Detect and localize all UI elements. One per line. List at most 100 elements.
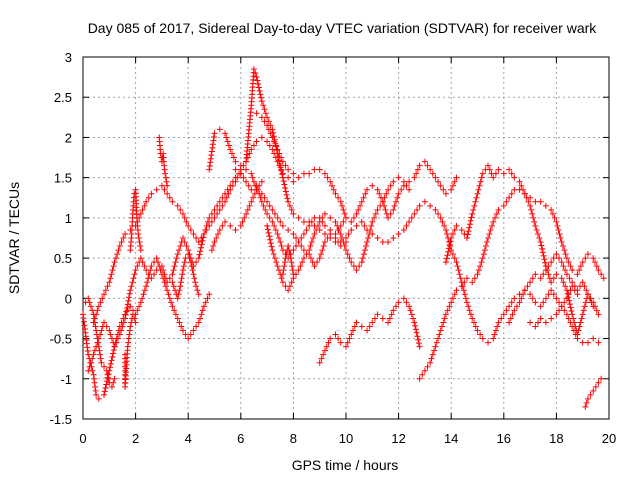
data-point xyxy=(403,222,410,229)
data-point xyxy=(164,190,171,197)
data-point xyxy=(190,230,197,237)
data-point xyxy=(94,307,101,314)
data-point xyxy=(161,271,168,278)
series-trace-g xyxy=(416,186,607,382)
data-point xyxy=(130,275,137,282)
data-point xyxy=(534,319,541,326)
data-point xyxy=(211,239,218,246)
data-point xyxy=(299,259,306,266)
data-point xyxy=(164,182,171,189)
data-point xyxy=(500,311,507,318)
data-point xyxy=(103,323,110,330)
data-point xyxy=(560,279,567,286)
data-point xyxy=(107,275,114,282)
data-point xyxy=(179,267,186,274)
data-point xyxy=(403,182,410,189)
data-point xyxy=(413,170,420,177)
data-point xyxy=(449,295,456,302)
data-point xyxy=(492,214,499,221)
data-point xyxy=(308,218,315,225)
data-point xyxy=(556,230,563,237)
data-point xyxy=(550,291,557,298)
data-point xyxy=(258,134,265,141)
data-point xyxy=(86,299,93,306)
data-point xyxy=(280,178,287,185)
data-point xyxy=(506,194,513,201)
data-point xyxy=(178,275,185,282)
data-point xyxy=(137,243,144,250)
data-point xyxy=(548,315,555,322)
data-point xyxy=(490,174,497,181)
data-point xyxy=(306,170,313,177)
data-point xyxy=(144,279,151,286)
data-point xyxy=(335,226,342,233)
data-point xyxy=(443,230,450,237)
data-point xyxy=(135,235,142,241)
data-point xyxy=(103,367,110,374)
data-point xyxy=(473,194,480,201)
data-point xyxy=(332,239,339,246)
data-point xyxy=(469,210,476,217)
data-point xyxy=(469,315,476,322)
data-point xyxy=(343,343,349,350)
data-point xyxy=(537,275,544,282)
data-point xyxy=(300,255,307,262)
data-point xyxy=(279,174,286,181)
data-point xyxy=(537,198,544,205)
data-point xyxy=(507,315,514,322)
y-tick-label: 2 xyxy=(65,130,72,145)
data-point xyxy=(351,323,358,330)
data-point xyxy=(550,255,557,262)
data-point xyxy=(330,186,337,193)
data-point xyxy=(300,247,307,254)
x-tick-label: 12 xyxy=(391,431,405,446)
data-point xyxy=(532,271,539,278)
data-point xyxy=(171,263,178,270)
data-point xyxy=(424,363,431,370)
data-point xyxy=(265,126,272,133)
data-point xyxy=(466,307,473,314)
x-tick-label: 0 xyxy=(79,431,86,446)
data-point xyxy=(255,84,262,91)
data-point xyxy=(590,387,597,394)
data-point xyxy=(400,178,407,185)
data-point xyxy=(200,303,207,310)
data-point xyxy=(104,283,111,290)
data-point xyxy=(141,202,148,209)
data-point xyxy=(407,307,414,314)
data-point xyxy=(101,388,108,395)
data-point xyxy=(277,239,284,246)
data-point xyxy=(99,295,106,302)
data-point xyxy=(444,252,451,259)
data-point xyxy=(341,243,348,250)
data-point xyxy=(193,323,200,330)
data-point xyxy=(445,245,452,252)
data-point xyxy=(513,303,520,310)
data-point xyxy=(275,235,282,241)
data-point xyxy=(542,259,549,266)
data-point xyxy=(198,241,205,248)
data-point xyxy=(361,222,368,229)
data-point xyxy=(249,174,256,181)
data-point xyxy=(178,323,185,330)
data-point xyxy=(555,226,562,233)
data-point xyxy=(206,166,213,173)
data-point xyxy=(232,226,239,233)
data-point xyxy=(576,323,583,330)
data-point xyxy=(197,315,204,322)
data-point xyxy=(511,174,518,181)
data-point xyxy=(310,235,317,241)
data-point xyxy=(227,186,234,193)
data-point xyxy=(237,222,244,229)
data-point xyxy=(537,239,544,246)
data-point xyxy=(574,331,581,338)
data-point xyxy=(582,255,589,262)
data-point xyxy=(272,154,279,161)
data-point xyxy=(321,239,328,246)
data-point xyxy=(447,238,454,245)
data-point xyxy=(98,327,105,334)
data-point xyxy=(355,206,362,213)
data-point xyxy=(451,178,458,185)
data-point xyxy=(584,339,591,346)
series-trace-p xyxy=(169,251,202,302)
